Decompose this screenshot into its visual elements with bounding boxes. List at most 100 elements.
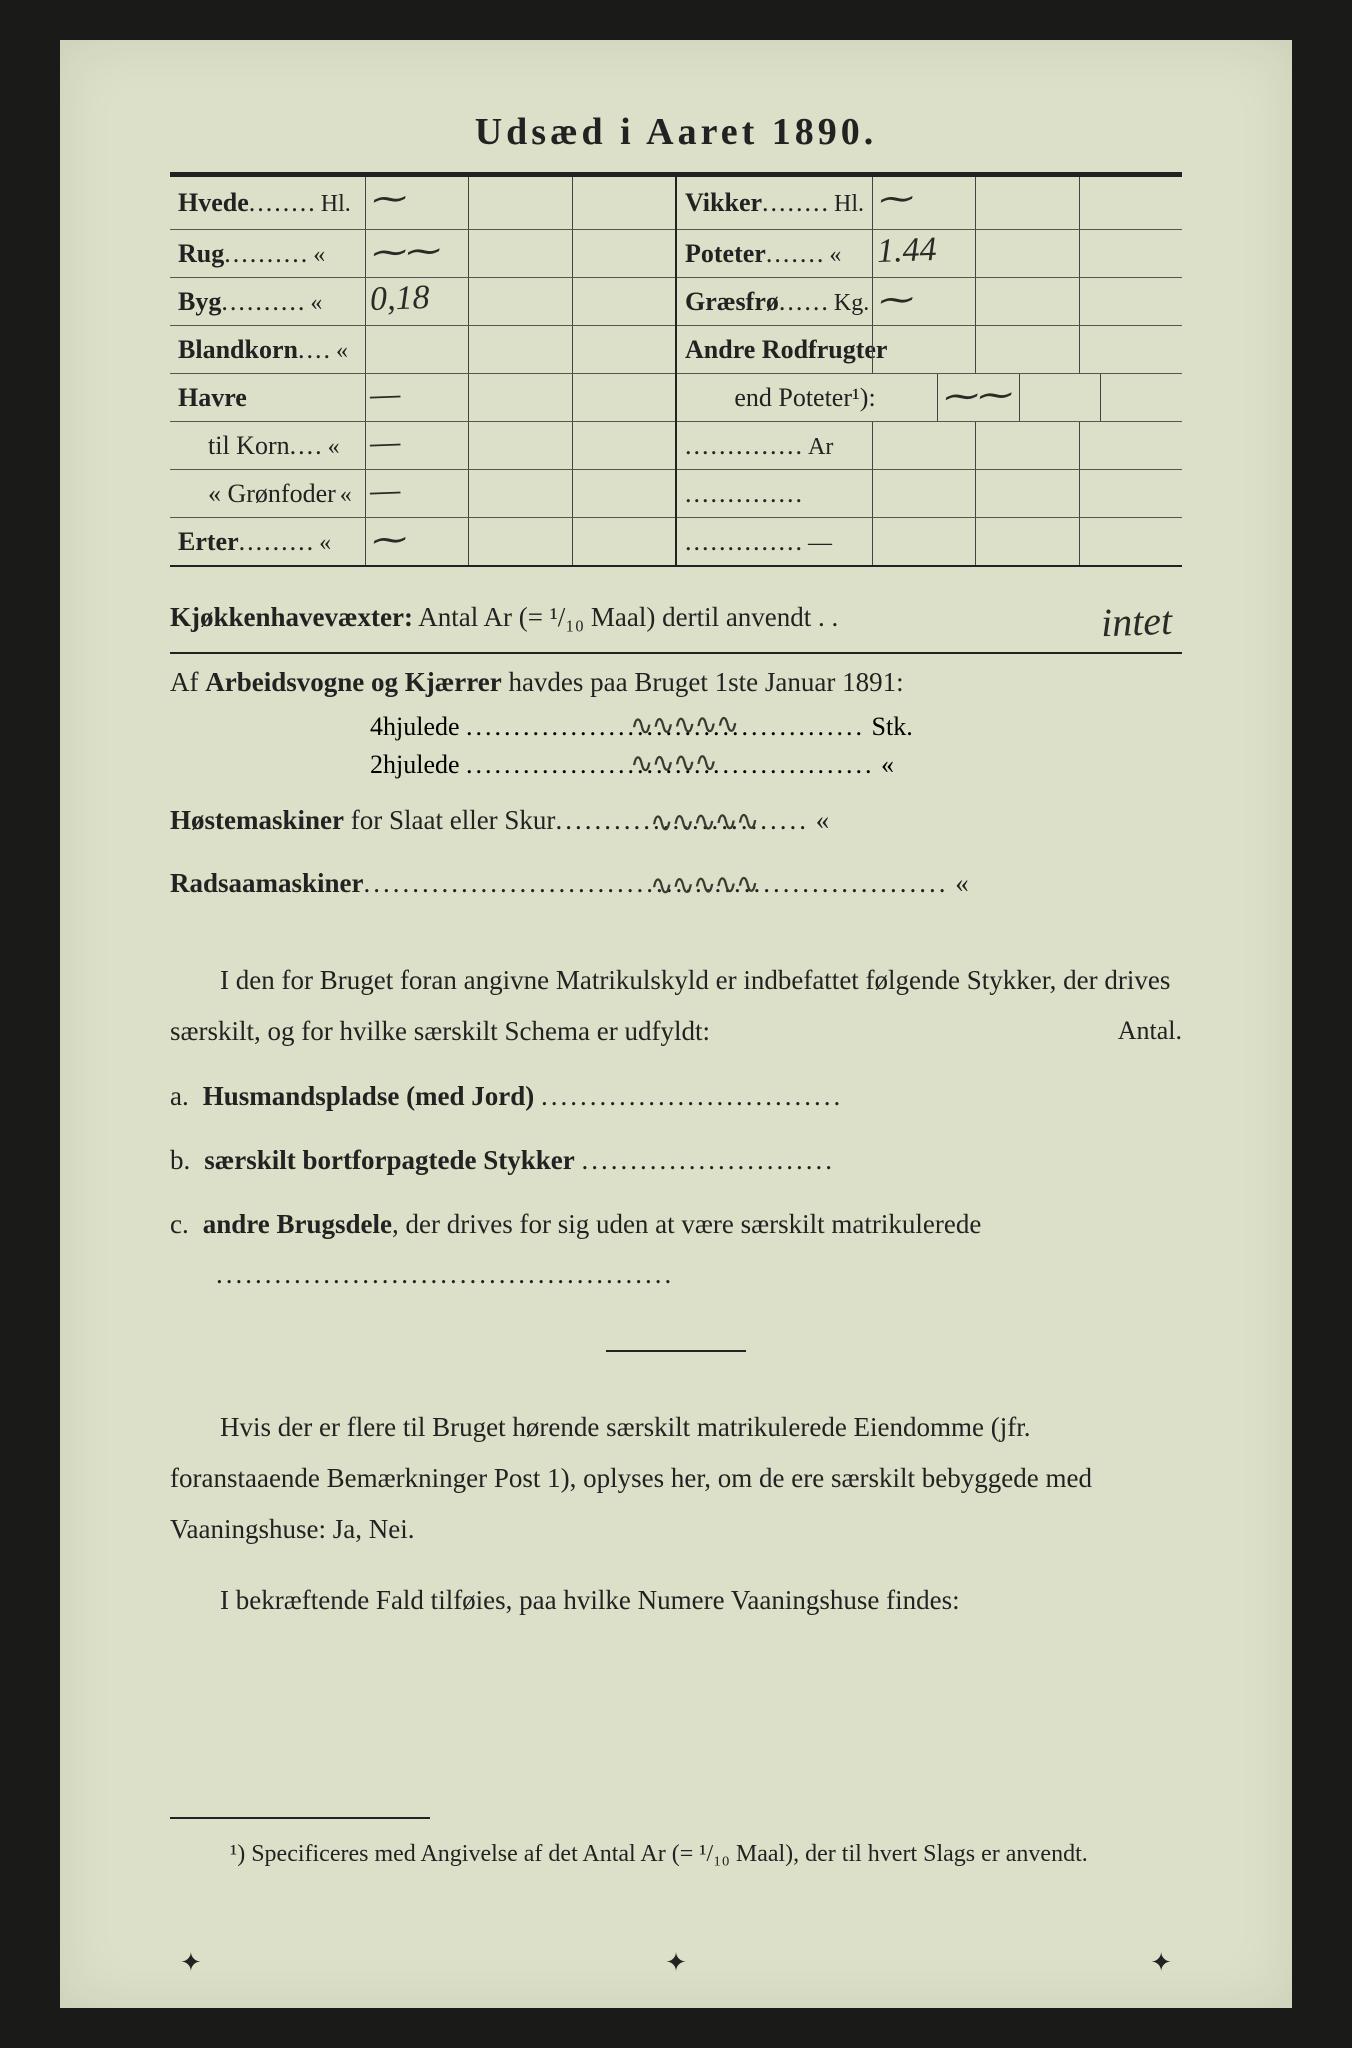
seed-row-cells (872, 470, 1182, 517)
seed-row-cells: 0,18 (365, 278, 675, 325)
seed-row: Hvede........Hl.⁓ (170, 177, 675, 229)
handwritten-squiggle: ∿∿∿∿∿ (650, 862, 758, 910)
seed-table-left-column: Hvede........Hl.⁓Rug..........«⁓⁓Byg....… (170, 177, 675, 565)
seed-row-label: Poteter.......« (677, 239, 872, 269)
seed-cell (468, 374, 571, 421)
handwritten-value: ⁓ (876, 279, 911, 320)
seed-cell (572, 374, 675, 421)
seed-row-label: Blandkorn....« (170, 335, 365, 365)
machines-list: Høstemaskiner for Slaat eller Skur......… (170, 798, 1182, 905)
work-wagons-bold: Arbeidsvogne og Kjærrer (205, 667, 501, 697)
page-title: Udsæd i Aaret 1890. (170, 110, 1182, 154)
seed-cell (468, 518, 571, 565)
seed-cell: ⁓ (872, 177, 975, 229)
seed-cell: 0,18 (365, 278, 468, 325)
seed-cell (468, 230, 571, 277)
seed-row-label: « Grønfoder« (170, 479, 365, 509)
handwritten-value: — (369, 471, 401, 510)
seed-cell (975, 470, 1078, 517)
handwritten-value: — (369, 423, 401, 462)
seed-row-label: Vikker........Hl. (677, 188, 872, 218)
seed-cell (572, 230, 675, 277)
seed-row-cells: — (365, 374, 675, 421)
seed-cell: ⁓⁓ (937, 374, 1019, 421)
seed-cell: ⁓ (365, 518, 468, 565)
antal-label: Antal. (1068, 1006, 1182, 1055)
handwritten-value: ⁓ (369, 519, 404, 560)
paragraph2-tail: Ja, Nei. (326, 1514, 414, 1544)
seed-row: Rug..........«⁓⁓ (170, 229, 675, 277)
seed-row-cells (872, 518, 1182, 565)
seed-cell (872, 422, 975, 469)
seed-cell (1079, 518, 1182, 565)
seed-row-cells: ⁓ (872, 177, 1182, 229)
seed-cell (572, 422, 675, 469)
seed-cell: ⁓ (365, 177, 468, 229)
work-wagons-prefix: Af (170, 667, 205, 697)
seed-cell: — (365, 422, 468, 469)
seed-cell (1100, 374, 1182, 421)
handwritten-value: ⁓⁓ (941, 375, 1010, 417)
seed-cell (572, 177, 675, 229)
seed-cell: ⁓⁓ (365, 230, 468, 277)
seed-cell (872, 326, 975, 373)
seed-row-label: Erter.........« (170, 527, 365, 557)
seed-cell (1019, 374, 1101, 421)
seed-cell: 1.44 (872, 230, 975, 277)
wagon-sub-line: 4hjulede ...............................… (370, 712, 1182, 742)
seed-cell (872, 470, 975, 517)
seed-row: .............. (677, 469, 1182, 517)
seed-cell (1079, 230, 1182, 277)
seed-row: ..............— (677, 517, 1182, 565)
seed-table: Hvede........Hl.⁓Rug..........«⁓⁓Byg....… (170, 177, 1182, 567)
seed-cell: ⁓ (872, 278, 975, 325)
footnote-text: Specificeres med Angivelse af det Antal … (245, 1841, 1088, 1867)
seed-cell (1079, 177, 1182, 229)
paragraph3-bold: hvilke Numere (563, 1585, 724, 1615)
list-item: c.andre Brugsdele, der drives for sig ud… (170, 1200, 1182, 1300)
handwritten-value: ⁓ (369, 178, 404, 219)
seed-cell (975, 230, 1078, 277)
handwritten-value: — (369, 375, 401, 414)
seed-row: til Korn....«— (170, 421, 675, 469)
seed-row-label: Havre (170, 383, 365, 413)
seed-row-cells: — (365, 422, 675, 469)
document-page: Udsæd i Aaret 1890. Hvede........Hl.⁓Rug… (60, 40, 1292, 2008)
paragraph-matrikul: I den for Bruget foran angivne Matrikuls… (170, 955, 1182, 1058)
seed-row: end Poteter¹):⁓⁓ (677, 373, 1182, 421)
seed-row-cells (872, 422, 1182, 469)
seed-cell (468, 422, 571, 469)
seed-row: « Grønfoder«— (170, 469, 675, 517)
work-wagons-sublist: 4hjulede ...............................… (170, 712, 1182, 780)
kitchen-garden-handwritten: intet (1100, 588, 1173, 656)
paragraph2-text: Hvis der er flere til Bruget hørende sær… (170, 1412, 1092, 1493)
registration-marks: ✦ ✦ ✦ (60, 1948, 1292, 1978)
seed-table-right-column: Vikker........Hl.⁓Poteter.......«1.44Græ… (675, 177, 1182, 565)
seed-row-label: Andre Rodfrugter (677, 335, 872, 365)
seed-row-cells: ⁓ (365, 177, 675, 229)
mark-right: ✦ (1150, 1948, 1172, 1978)
seed-row-label: Hvede........Hl. (170, 188, 365, 218)
seed-cell (468, 177, 571, 229)
seed-cell (572, 278, 675, 325)
seed-row-label: Græsfrø......Kg. (677, 287, 872, 317)
seed-row-label: ..............— (677, 527, 872, 557)
seed-row-label: Byg..........« (170, 287, 365, 317)
handwritten-squiggle: ∿∿∿∿ (630, 745, 716, 780)
footnote-marker: ¹) (230, 1841, 245, 1867)
seed-row-cells: — (365, 470, 675, 517)
seed-row: Vikker........Hl.⁓ (677, 177, 1182, 229)
seed-row-cells: ⁓ (365, 518, 675, 565)
footnote: ¹) Specificeres med Angivelse af det Ant… (170, 1835, 1182, 1873)
seed-row-label: Rug..........« (170, 239, 365, 269)
footnote-rule (170, 1817, 430, 1819)
separator-rule (170, 652, 1182, 654)
paragraph-numere: I bekræftende Fald tilføies, paa hvilke … (170, 1575, 1182, 1626)
seed-cell (468, 470, 571, 517)
seed-cell (975, 422, 1078, 469)
seed-row-cells: ⁓ (872, 278, 1182, 325)
seed-row-cells (365, 326, 675, 373)
handwritten-value: 0,18 (369, 279, 430, 319)
handwritten-value: ⁓⁓ (369, 231, 438, 273)
seed-cell (975, 278, 1078, 325)
